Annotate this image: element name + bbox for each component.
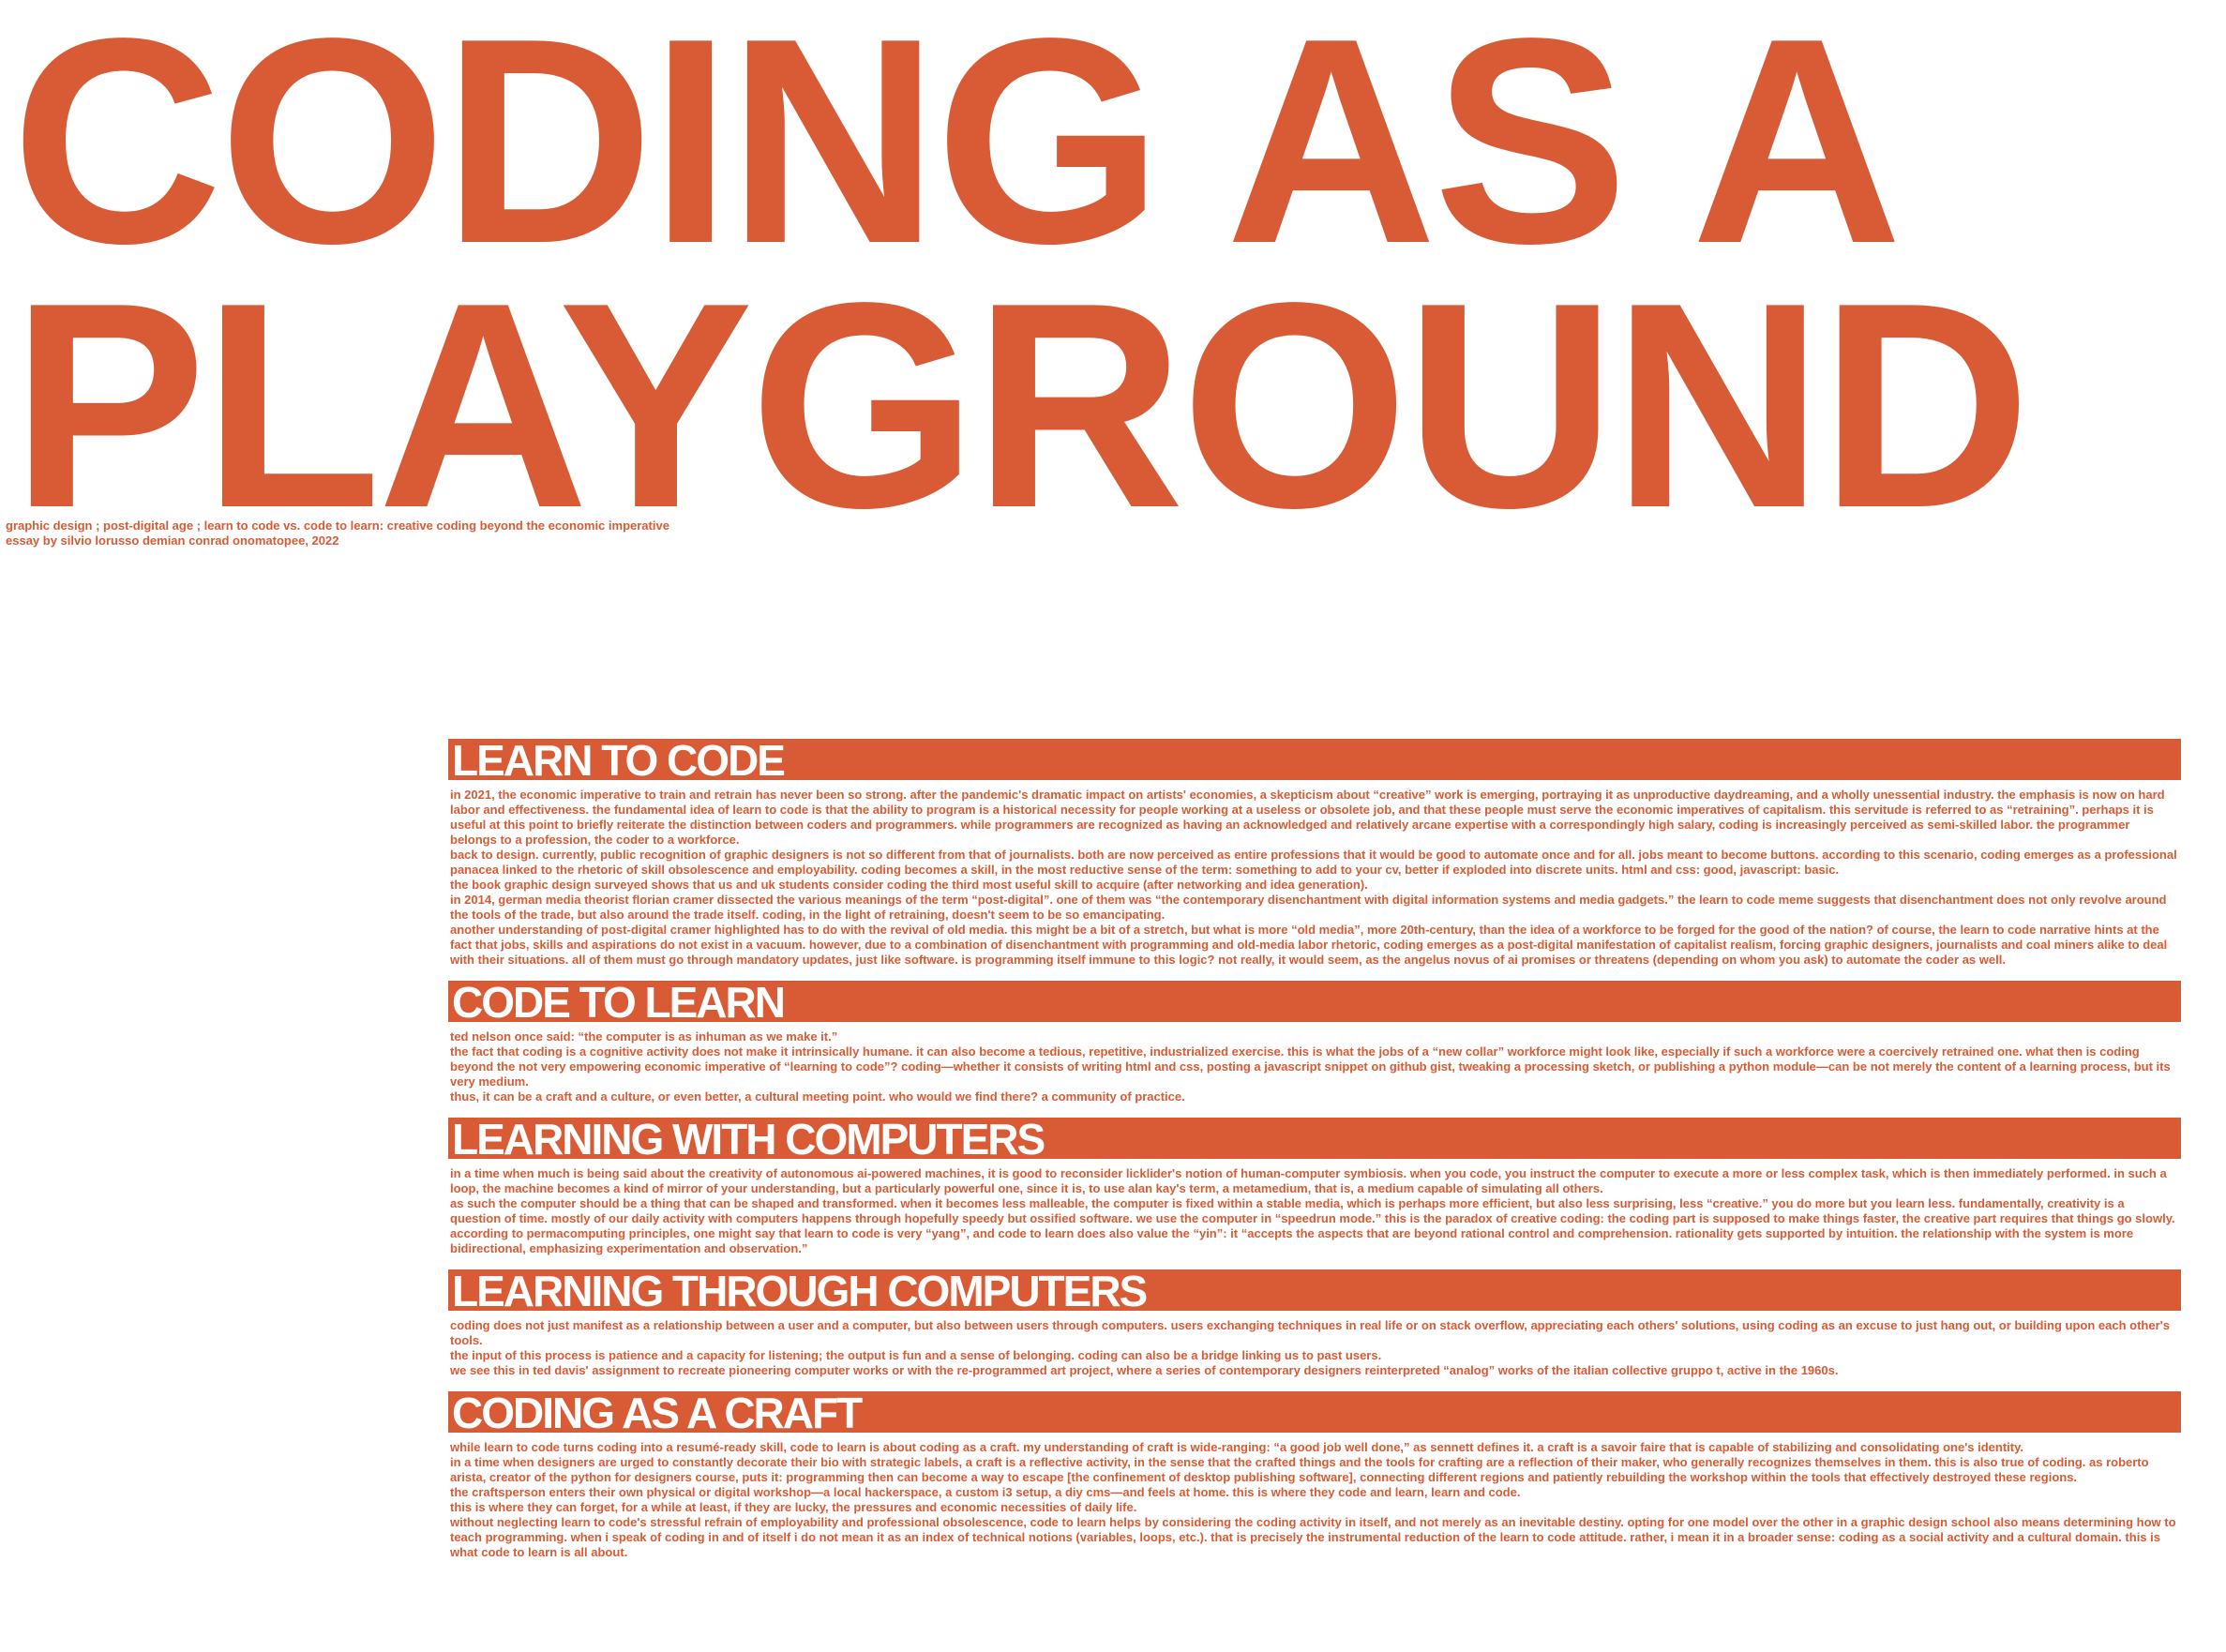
essay-section: LEARN TO CODE in 2021, the economic imper… xyxy=(448,739,2181,981)
section-body: ted nelson once said: “the computer is a… xyxy=(448,1022,2181,1118)
paragraph: the fact that coding is a cognitive acti… xyxy=(450,1044,2171,1089)
section-heading: CODING AS A CRAFT xyxy=(448,1391,2181,1433)
paragraph: coding does not just manifest as a relat… xyxy=(450,1318,2170,1347)
essay-section: CODE TO LEARN ted nelson once said: “the … xyxy=(448,981,2181,1118)
section-heading: CODE TO LEARN xyxy=(448,981,2181,1022)
paragraph: without neglecting learn to code's stres… xyxy=(450,1515,2176,1559)
paragraph: the book graphic design surveyed shows t… xyxy=(450,878,1368,892)
essay-section: CODING AS A CRAFT while learn to code tur… xyxy=(448,1391,2181,1573)
section-body: in 2021, the economic imperative to trai… xyxy=(448,780,2181,981)
section-body: coding does not just manifest as a relat… xyxy=(448,1311,2181,1391)
meta-keywords: graphic design ; post-digital age ; lear… xyxy=(6,518,669,533)
paragraph: the input of this process is patience an… xyxy=(450,1348,1382,1362)
meta-byline: essay by silvio lorusso demian conrad on… xyxy=(6,533,339,548)
section-heading: LEARNING THROUGH COMPUTERS xyxy=(448,1269,2181,1311)
paragraph: back to design. currently, public recogn… xyxy=(450,848,2177,877)
essay-section: LEARNING WITH COMPUTERS in a time when mu… xyxy=(448,1118,2181,1269)
paragraph: we see this in ted davis' assignment to … xyxy=(450,1363,1839,1377)
page-title: CODING AS A PLAYGROUND xyxy=(11,0,2031,569)
paragraph: this is where they can forget, for a whi… xyxy=(450,1500,1137,1514)
paragraph: ted nelson once said: “the computer is a… xyxy=(450,1029,838,1044)
title-line-2: PLAYGROUND xyxy=(11,243,2031,569)
paragraph: another understanding of post-digital cr… xyxy=(450,923,2168,967)
section-body: while learn to code turns coding into a … xyxy=(448,1433,2181,1573)
paragraph: in a time when much is being said about … xyxy=(450,1166,2167,1195)
essay-meta: graphic design ; post-digital age ; lear… xyxy=(6,518,669,548)
title-line-1: CODING AS A xyxy=(11,0,1903,305)
section-heading: LEARN TO CODE xyxy=(448,739,2181,780)
paragraph: as such the computer should be a thing t… xyxy=(450,1196,2175,1255)
section-heading: LEARNING WITH COMPUTERS xyxy=(448,1118,2181,1159)
paragraph: while learn to code turns coding into a … xyxy=(450,1440,2023,1454)
paragraph: the craftsperson enters their own physic… xyxy=(450,1485,1521,1499)
paragraph: in 2014, german media theorist florian c… xyxy=(450,893,2167,922)
paragraph: thus, it can be a craft and a culture, o… xyxy=(450,1089,1185,1104)
paragraph: in a time when designers are urged to co… xyxy=(450,1455,2149,1484)
section-body: in a time when much is being said about … xyxy=(448,1159,2181,1269)
essay-section: LEARNING THROUGH COMPUTERS coding does no… xyxy=(448,1269,2181,1391)
essay-content: LEARN TO CODE in 2021, the economic imper… xyxy=(448,739,2181,1573)
paragraph: in 2021, the economic imperative to trai… xyxy=(450,788,2165,847)
